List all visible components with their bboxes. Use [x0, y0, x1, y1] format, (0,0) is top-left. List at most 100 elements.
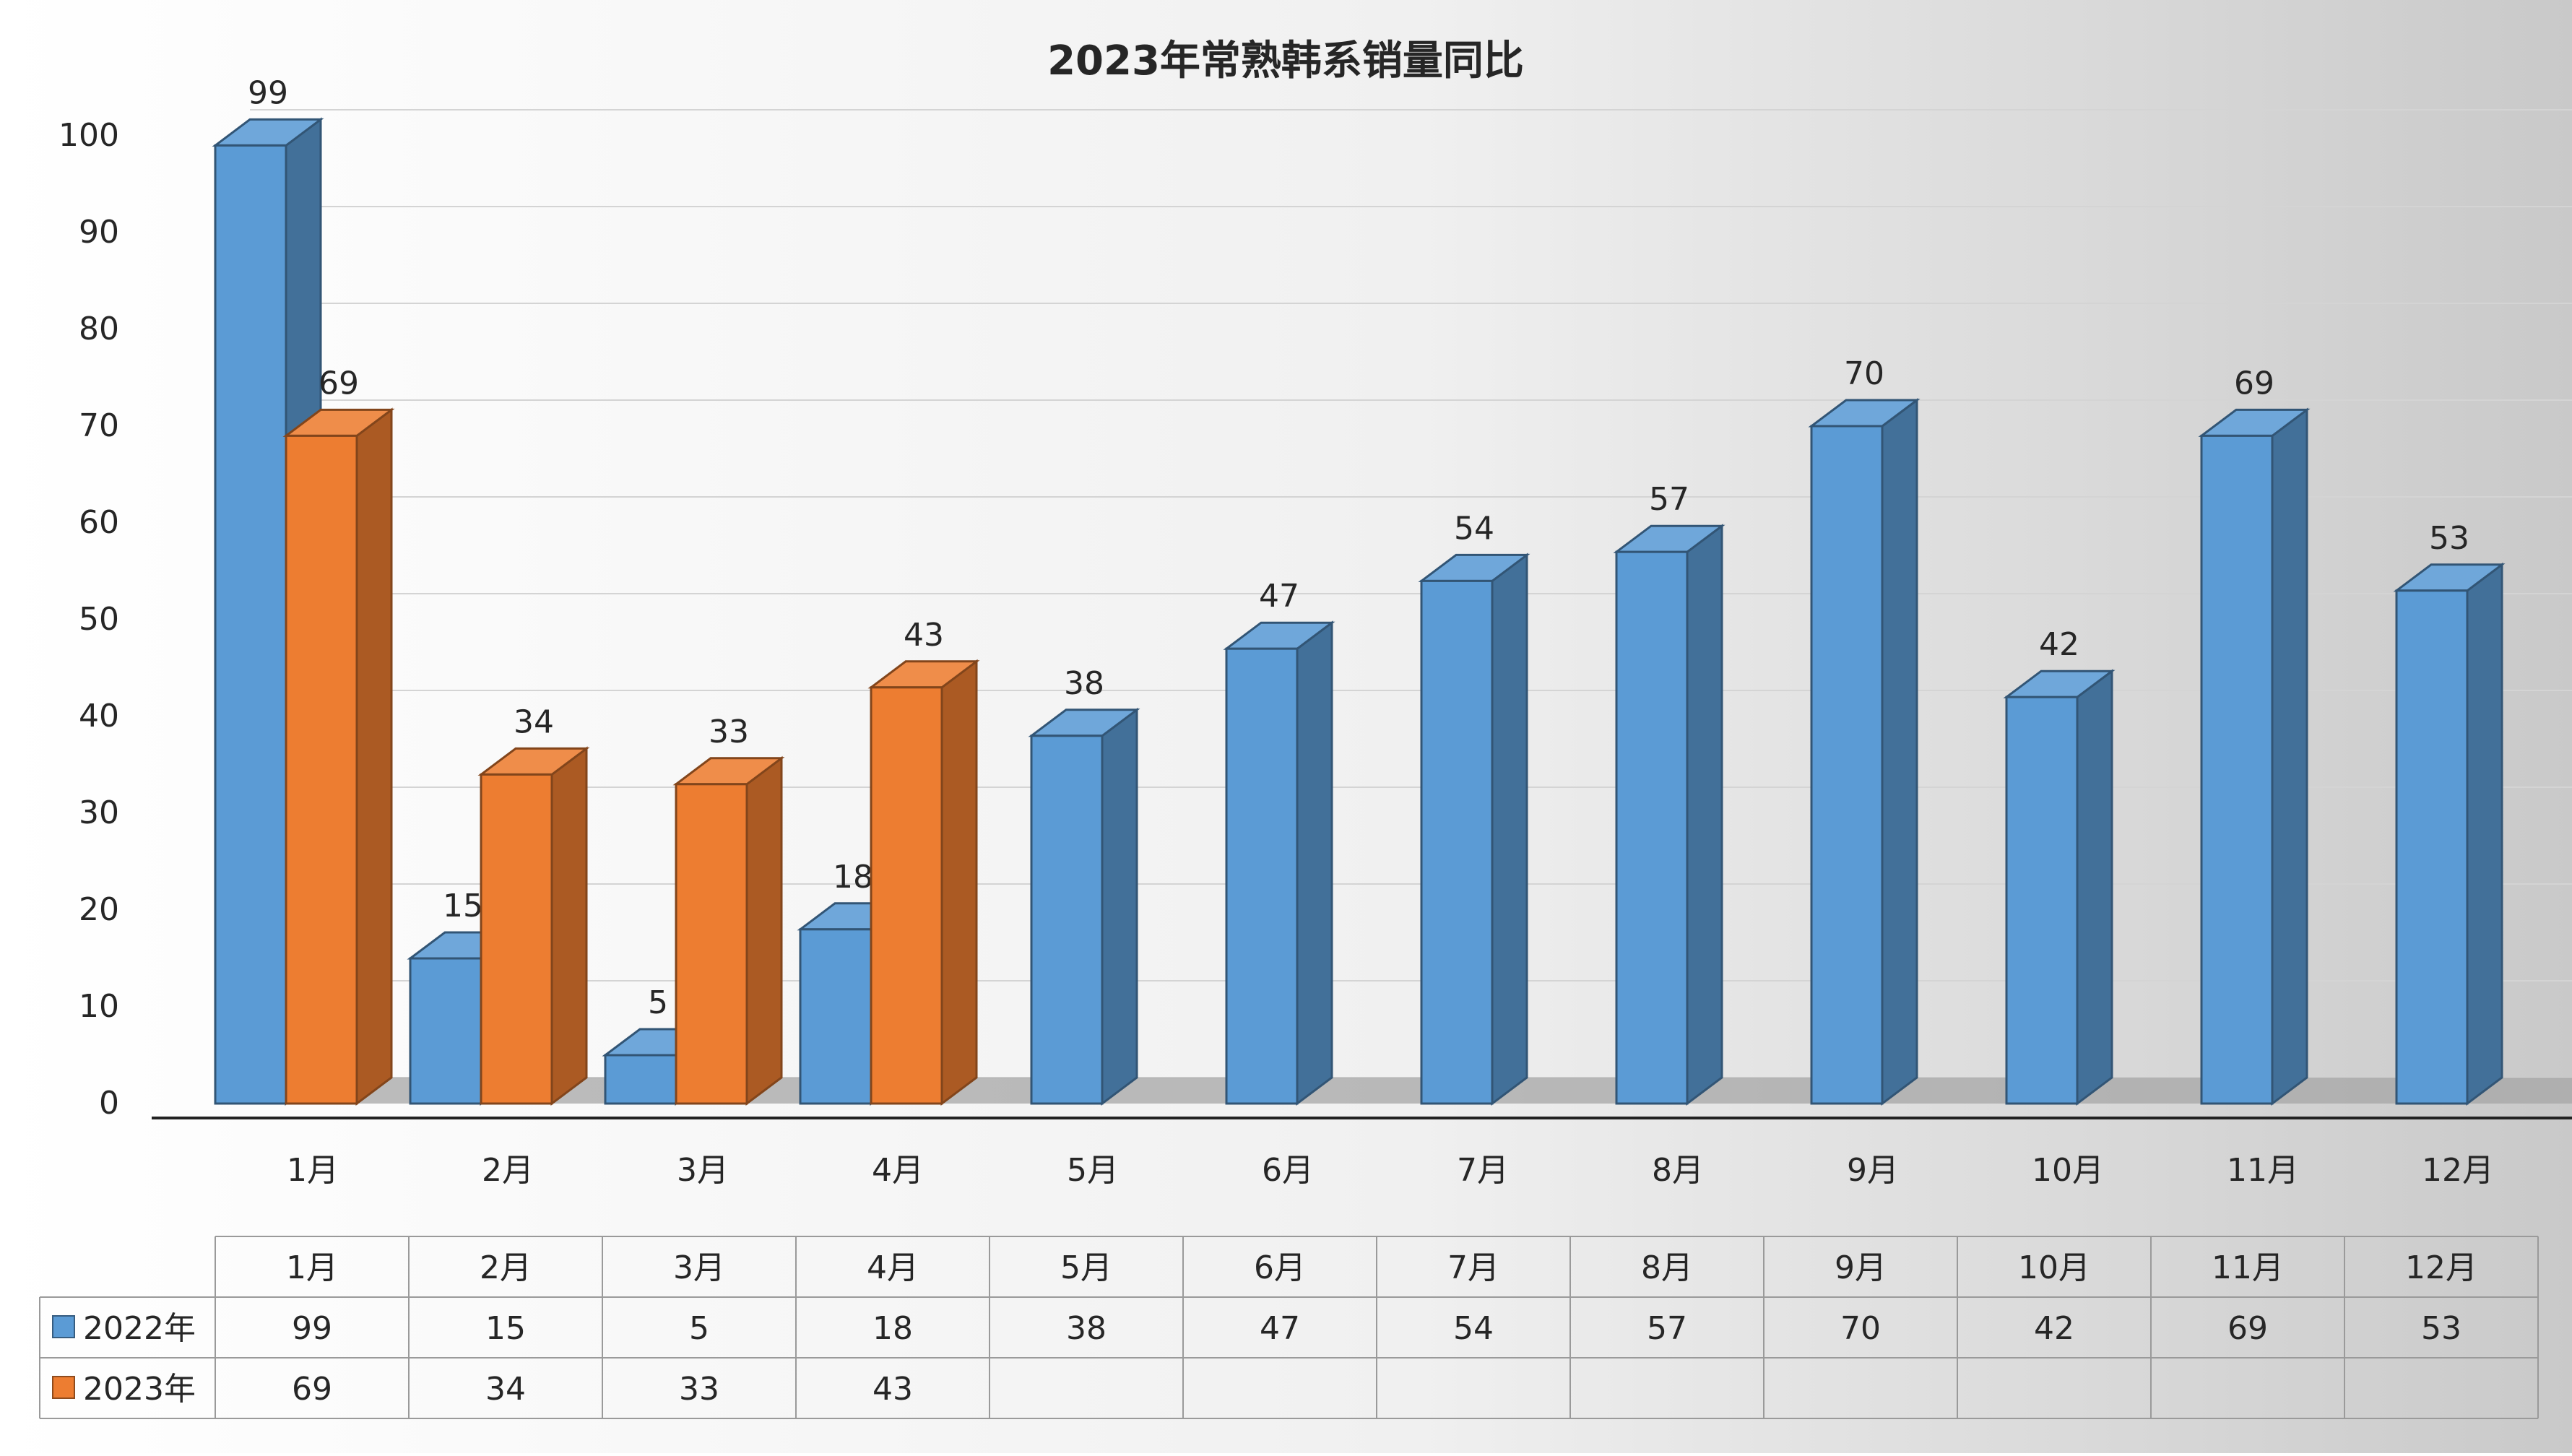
- bar: 57: [1613, 481, 1726, 1106]
- y-tick-label: 90: [79, 214, 119, 251]
- y-tick-label: 70: [79, 407, 119, 444]
- data-label: 42: [2039, 626, 2079, 663]
- table-value-cell: 18: [873, 1310, 913, 1347]
- y-tick-label: 30: [79, 794, 119, 831]
- bar: 54: [1418, 510, 1530, 1106]
- series-name: 2023年: [83, 1371, 196, 1408]
- table-header-cell: 5月: [1060, 1249, 1112, 1286]
- data-label: 15: [443, 888, 483, 924]
- bar-front: [480, 773, 553, 1105]
- bar-front: [409, 957, 482, 1105]
- y-tick-label: 50: [79, 601, 119, 638]
- x-tick-label: 3月: [677, 1152, 729, 1189]
- bar-front: [2200, 434, 2274, 1105]
- data-label: 69: [319, 365, 359, 402]
- data-label: 70: [1844, 355, 1884, 392]
- y-tick-label: 20: [79, 891, 119, 928]
- bar-side: [1881, 398, 1918, 1106]
- series-name: 2022年: [83, 1310, 196, 1347]
- legend-key: [52, 1376, 75, 1399]
- data-label: 18: [833, 859, 873, 896]
- data-label: 34: [514, 703, 554, 740]
- bar-side: [745, 755, 783, 1106]
- table-value-cell: 47: [1260, 1310, 1300, 1347]
- x-tick-label: 12月: [2422, 1152, 2494, 1189]
- y-tick-label: 10: [79, 988, 119, 1025]
- x-tick-label: 11月: [2227, 1152, 2299, 1189]
- bar-front: [1615, 550, 1689, 1105]
- y-tick-label: 40: [79, 698, 119, 734]
- table-header-cell: 9月: [1835, 1249, 1887, 1286]
- table-value-cell: 33: [679, 1371, 719, 1408]
- table-value-cell: 69: [2227, 1310, 2268, 1347]
- table-header-cell: 4月: [867, 1249, 919, 1286]
- data-label: 69: [2234, 365, 2274, 402]
- bar: 53: [2393, 520, 2506, 1106]
- table-value-cell: 34: [485, 1371, 526, 1408]
- table-header-cell: 1月: [286, 1249, 338, 1286]
- table-header-cell: 10月: [2018, 1249, 2090, 1286]
- bar: 38: [1028, 665, 1140, 1106]
- table-value-cell: 38: [1066, 1310, 1107, 1347]
- table-header-cell: 6月: [1254, 1249, 1306, 1286]
- bar-side: [1101, 707, 1138, 1106]
- data-label: 57: [1649, 481, 1689, 518]
- bar-front: [2005, 696, 2079, 1105]
- table-value-cell: 5: [689, 1310, 709, 1347]
- chart-title: 2023年常熟韩系销量同比: [1047, 38, 1524, 84]
- data-label: 5: [648, 984, 668, 1021]
- bar-front: [1810, 425, 1884, 1105]
- data-label: 43: [904, 617, 944, 654]
- table-value-cell: 15: [485, 1310, 526, 1347]
- bar-front: [799, 928, 873, 1105]
- bar: 69: [282, 365, 395, 1106]
- x-tick-label: 4月: [872, 1152, 924, 1189]
- x-tick-label: 10月: [2032, 1152, 2104, 1189]
- x-tick-label: 1月: [287, 1152, 339, 1189]
- bar-side: [2466, 562, 2503, 1106]
- bar-side: [1686, 524, 1723, 1106]
- bar-front: [604, 1054, 677, 1105]
- bar-side: [550, 746, 588, 1106]
- y-tick-label: 100: [59, 117, 119, 154]
- data-label: 99: [248, 74, 288, 111]
- x-tick-label: 6月: [1262, 1152, 1314, 1189]
- bar-front: [2395, 589, 2469, 1105]
- data-label: 47: [1259, 578, 1299, 615]
- table-header-cell: 3月: [673, 1249, 725, 1286]
- y-tick-label: 60: [79, 504, 119, 541]
- table-value-cell: 42: [2034, 1310, 2074, 1347]
- bar-side: [1491, 552, 1528, 1106]
- bar-front: [870, 686, 943, 1105]
- table-header-cell: 11月: [2212, 1249, 2284, 1286]
- table-header-cell: 8月: [1641, 1249, 1693, 1286]
- bar: 43: [867, 617, 980, 1106]
- bar-front: [1225, 647, 1299, 1105]
- table-value-cell: 99: [292, 1310, 332, 1347]
- data-label: 33: [709, 714, 749, 750]
- bar-side: [2076, 669, 2113, 1106]
- bar: 47: [1223, 578, 1335, 1106]
- data-label: 54: [1454, 510, 1494, 547]
- x-tick-label: 5月: [1067, 1152, 1119, 1189]
- bar: 34: [477, 703, 590, 1106]
- bar: 42: [2003, 626, 2116, 1106]
- table-value-cell: 69: [292, 1371, 332, 1408]
- bar-front: [1030, 734, 1104, 1105]
- bar-front: [285, 434, 358, 1105]
- bar: 33: [672, 714, 785, 1106]
- table-value-cell: 70: [1840, 1310, 1881, 1347]
- table-header-cell: 2月: [480, 1249, 532, 1286]
- bar-front: [1420, 579, 1494, 1105]
- bar-front: [675, 783, 748, 1105]
- bar-side: [355, 407, 393, 1106]
- bar-front: [214, 144, 287, 1105]
- bar: 69: [2198, 365, 2311, 1106]
- legend-key: [52, 1315, 75, 1338]
- table-value-cell: 57: [1647, 1310, 1687, 1347]
- x-tick-label: 9月: [1847, 1152, 1899, 1189]
- table-value-cell: 53: [2421, 1310, 2461, 1347]
- bar-side: [2271, 407, 2308, 1106]
